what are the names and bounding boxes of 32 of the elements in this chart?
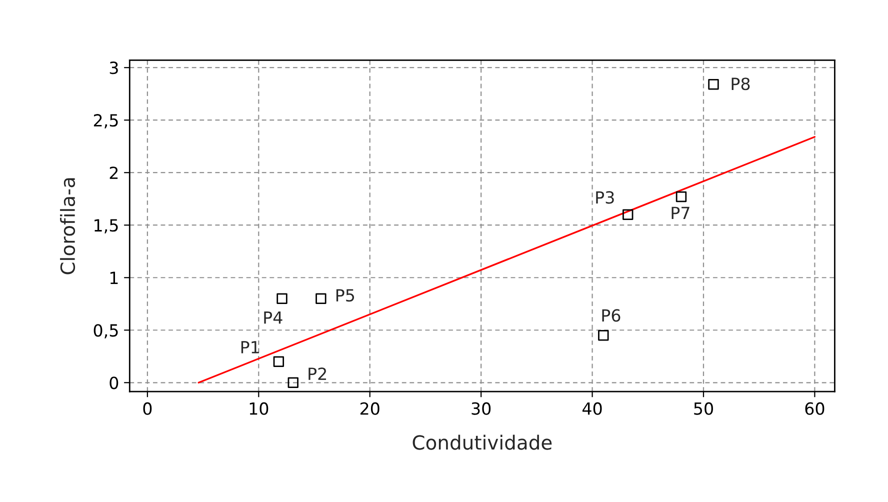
point xyxy=(288,377,298,388)
x-tick-label: 30 xyxy=(472,402,491,415)
annotation: P7 xyxy=(672,206,690,219)
y-tick-label: 1,5 xyxy=(94,219,118,234)
annotation: P1 xyxy=(241,341,259,354)
point xyxy=(276,293,288,304)
y-tick-label: 1 xyxy=(110,272,118,284)
x-tick-label: 10 xyxy=(250,402,268,415)
point xyxy=(316,293,326,304)
point xyxy=(273,356,284,367)
annotation: P3 xyxy=(596,191,614,204)
x-tick-label: 40 xyxy=(582,402,602,415)
annotation: P8 xyxy=(732,78,750,90)
point xyxy=(676,191,687,202)
x-tick-label: 0 xyxy=(143,402,152,415)
point xyxy=(598,330,609,341)
x-tick-label: 20 xyxy=(360,402,380,415)
x-tick-label: 60 xyxy=(805,402,824,415)
y-tick-label: 3 xyxy=(110,62,118,74)
x-tick-label: 50 xyxy=(694,402,713,415)
annotation: P4 xyxy=(264,311,282,324)
y-tick-label: 0,5 xyxy=(94,324,118,338)
point xyxy=(708,79,719,90)
y-tick-label: 0 xyxy=(110,376,118,390)
y-tick-label: 2,5 xyxy=(94,114,118,128)
y-tick-label: 2 xyxy=(110,166,118,179)
x-axis-title: Condutividade xyxy=(412,434,552,450)
annotation: P5 xyxy=(336,289,354,302)
annotation: P2 xyxy=(308,367,326,380)
annotation: P6 xyxy=(602,309,620,322)
point xyxy=(622,209,634,220)
y-axis-title: Clorofila-a xyxy=(60,178,76,274)
